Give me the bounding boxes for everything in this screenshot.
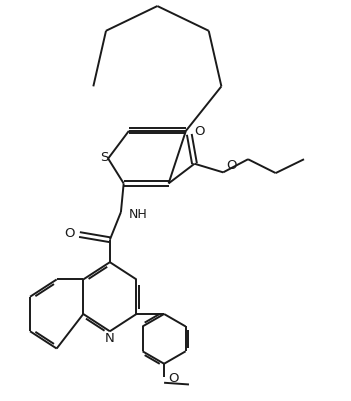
Text: O: O: [226, 159, 237, 172]
Text: O: O: [65, 227, 75, 240]
Text: N: N: [104, 331, 114, 344]
Text: NH: NH: [128, 208, 147, 221]
Text: S: S: [100, 151, 108, 164]
Text: O: O: [194, 125, 205, 138]
Text: O: O: [168, 371, 179, 384]
